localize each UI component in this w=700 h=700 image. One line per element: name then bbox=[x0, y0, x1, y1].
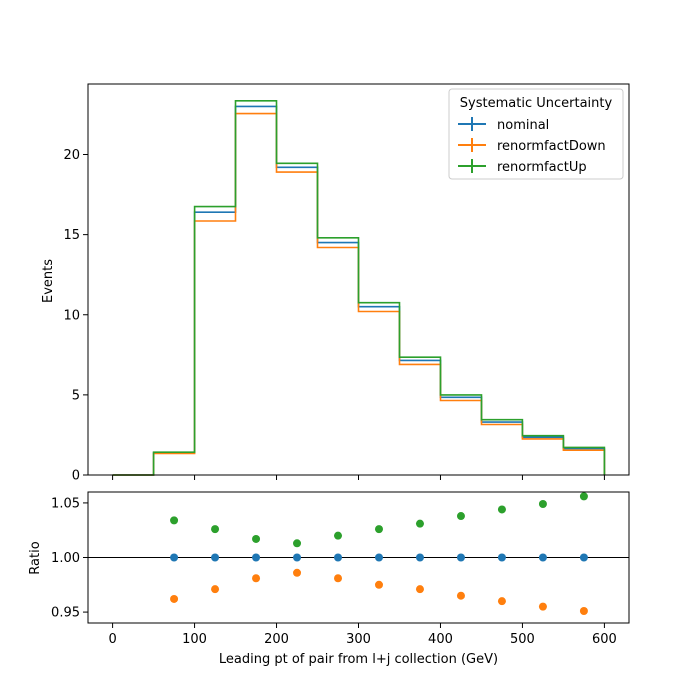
x-tick-label: 400 bbox=[428, 632, 453, 647]
y-axis-label-ratio: Ratio bbox=[28, 541, 43, 574]
ratio-point-renormfactDown bbox=[374, 580, 383, 589]
ratio-y-tick-label: 0.95 bbox=[51, 606, 80, 621]
ratio-point-renormfactUp bbox=[579, 492, 588, 501]
ratio-point-nominal bbox=[579, 553, 588, 562]
ratio-point-renormfactDown bbox=[579, 606, 588, 615]
ratio-point-renormfactDown bbox=[334, 574, 343, 583]
ratio-point-renormfactDown bbox=[538, 602, 547, 611]
ratio-point-renormfactUp bbox=[211, 525, 220, 534]
ratio-point-nominal bbox=[456, 553, 465, 562]
ratio-point-renormfactDown bbox=[252, 574, 261, 583]
y-tick-label: 15 bbox=[63, 228, 80, 243]
x-tick-label: 100 bbox=[182, 632, 207, 647]
ratio-point-renormfactDown bbox=[497, 597, 506, 606]
ratio-point-nominal bbox=[211, 553, 220, 562]
legend-item-renormfactUp: renormfactUp bbox=[458, 159, 587, 175]
ratio-point-nominal bbox=[374, 553, 383, 562]
ratio-y-tick-label: 1.00 bbox=[51, 551, 80, 566]
ratio-point-renormfactUp bbox=[456, 512, 465, 521]
legend-label-renormfactDown: renormfactDown bbox=[497, 139, 606, 154]
ratio-point-renormfactDown bbox=[456, 591, 465, 600]
ratio-point-renormfactDown bbox=[211, 585, 220, 594]
series-line-renormfactUp bbox=[112, 100, 606, 476]
legend-label-nominal: nominal bbox=[497, 118, 549, 133]
ratio-point-renormfactDown bbox=[170, 594, 179, 603]
x-axis-label: Leading pt of pair from l+j collection (… bbox=[219, 652, 498, 667]
ratio-y-tick-label: 1.05 bbox=[51, 496, 80, 511]
y-tick-label: 0 bbox=[72, 469, 80, 484]
x-tick-label: 300 bbox=[346, 632, 371, 647]
y-axis-label-events: Events bbox=[41, 259, 56, 303]
x-tick-label: 500 bbox=[510, 632, 535, 647]
legend-item-nominal: nominal bbox=[458, 117, 549, 133]
legend: Systematic Uncertainty nominal renormfactD… bbox=[448, 88, 624, 180]
y-tick-label: 10 bbox=[63, 308, 80, 323]
legend-title: Systematic Uncertainty bbox=[460, 96, 613, 111]
ratio-point-renormfactUp bbox=[497, 505, 506, 514]
ratio-panel: 0.95 1.00 1.05 0 100 200 300 400 500 600 bbox=[51, 491, 630, 647]
ratio-point-nominal bbox=[293, 553, 302, 562]
ratio-point-renormfactUp bbox=[415, 519, 424, 528]
ratio-point-renormfactDown bbox=[415, 585, 424, 594]
ratio-point-nominal bbox=[415, 553, 424, 562]
legend-box bbox=[448, 88, 624, 180]
ratio-point-nominal bbox=[334, 553, 343, 562]
ratio-point-renormfactUp bbox=[334, 531, 343, 540]
ratio-point-renormfactDown bbox=[293, 568, 302, 577]
events-panel: 0 5 10 15 20 bbox=[63, 83, 630, 484]
ratio-point-renormfactUp bbox=[252, 534, 261, 543]
legend-item-renormfactDown: renormfactDown bbox=[458, 138, 606, 154]
ratio-point-renormfactUp bbox=[538, 500, 547, 509]
x-tick-label: 600 bbox=[592, 632, 617, 647]
ratio-point-nominal bbox=[170, 553, 179, 562]
legend-label-renormfactUp: renormfactUp bbox=[497, 160, 587, 175]
x-tick-label: 200 bbox=[264, 632, 289, 647]
ratio-point-nominal bbox=[538, 553, 547, 562]
y-tick-label: 20 bbox=[63, 148, 80, 163]
x-tick-label: 0 bbox=[108, 632, 116, 647]
ratio-point-nominal bbox=[497, 553, 506, 562]
ratio-point-nominal bbox=[252, 553, 261, 562]
ratio-point-renormfactUp bbox=[374, 525, 383, 534]
ratio-point-renormfactUp bbox=[170, 516, 179, 525]
ratio-point-renormfactUp bbox=[293, 539, 302, 548]
y-tick-label: 5 bbox=[72, 388, 80, 403]
